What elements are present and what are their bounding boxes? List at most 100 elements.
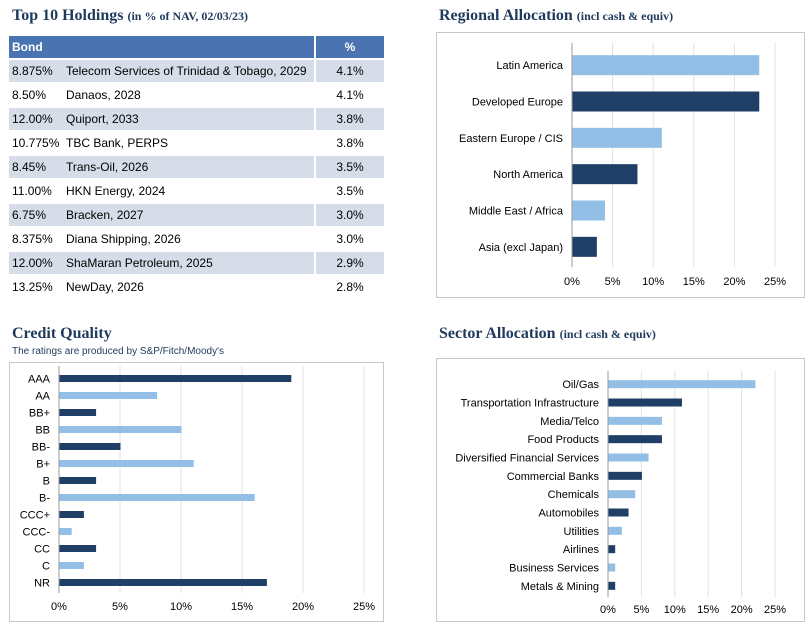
category-label: Utilities bbox=[564, 526, 600, 538]
bar bbox=[59, 409, 97, 416]
holding-coupon: 10.775% bbox=[9, 130, 63, 155]
holding-pct: 4.1% bbox=[315, 82, 384, 107]
bar bbox=[59, 392, 158, 399]
table-row: 11.00% HKN Energy, 2024 3.5% bbox=[9, 178, 384, 203]
x-tick-label: 5% bbox=[112, 601, 128, 613]
x-tick-label: 20% bbox=[723, 276, 745, 288]
holding-name: Diana Shipping, 2026 bbox=[63, 226, 316, 251]
category-label: Metals & Mining bbox=[521, 581, 599, 593]
x-tick-label: 5% bbox=[633, 604, 649, 616]
x-tick-label: 25% bbox=[764, 276, 786, 288]
category-label: Chemicals bbox=[548, 489, 600, 501]
bar bbox=[608, 545, 616, 554]
category-label: BB bbox=[35, 425, 50, 437]
bar bbox=[59, 579, 267, 586]
x-tick-label: 20% bbox=[731, 604, 753, 616]
bar bbox=[572, 236, 597, 257]
bar bbox=[572, 200, 605, 221]
holding-name: HKN Energy, 2024 bbox=[63, 178, 316, 203]
bar bbox=[608, 416, 662, 425]
sector-title-text: Sector Allocation bbox=[439, 325, 556, 342]
bar bbox=[59, 494, 255, 501]
table-row: 8.50% Danaos, 2028 4.1% bbox=[9, 82, 384, 107]
category-label: Commercial Banks bbox=[507, 471, 600, 483]
holding-name: NewDay, 2026 bbox=[63, 274, 316, 298]
holding-coupon: 6.75% bbox=[9, 202, 63, 227]
holdings-subtitle: (in % of NAV, 02/03/23) bbox=[127, 9, 249, 23]
holdings-col-pct: % bbox=[315, 36, 384, 59]
category-label: Latin America bbox=[496, 60, 564, 72]
x-tick-label: 15% bbox=[231, 601, 253, 613]
bar bbox=[572, 164, 638, 185]
holding-coupon: 8.45% bbox=[9, 154, 63, 179]
holding-coupon: 13.25% bbox=[9, 274, 63, 298]
category-label: Transportation Infrastructure bbox=[461, 398, 599, 410]
bar bbox=[608, 435, 662, 444]
regional-title: Regional Allocation (incl cash & equiv) bbox=[439, 7, 673, 25]
holdings-title-text: Top 10 Holdings bbox=[12, 7, 124, 24]
bar bbox=[59, 460, 194, 467]
holding-pct: 3.0% bbox=[315, 226, 384, 251]
holding-pct: 2.9% bbox=[315, 250, 384, 275]
holdings-title: Top 10 Holdings (in % of NAV, 02/03/23) bbox=[12, 7, 248, 25]
x-tick-label: 20% bbox=[292, 601, 314, 613]
x-tick-label: 5% bbox=[605, 276, 621, 288]
table-row: 8.375% Diana Shipping, 2026 3.0% bbox=[9, 226, 384, 251]
holdings-body: 8.875% Telecom Services of Trinidad & Tob… bbox=[9, 58, 384, 298]
regional-chart-panel: 0% 5% 10% 15% 20% 25% Latin America Developed E… bbox=[436, 32, 805, 298]
holdings-col-bond: Bond bbox=[9, 36, 316, 59]
x-tick-label: 10% bbox=[170, 601, 192, 613]
category-label: CCC+ bbox=[20, 510, 50, 522]
category-label: Food Products bbox=[527, 434, 599, 446]
category-label: AA bbox=[35, 391, 50, 403]
category-label: Asia (excl Japan) bbox=[479, 242, 563, 254]
category-label: Airlines bbox=[563, 544, 600, 556]
holding-name: Bracken, 2027 bbox=[63, 202, 316, 227]
holding-coupon: 12.00% bbox=[9, 106, 63, 131]
holding-coupon: 11.00% bbox=[9, 178, 63, 203]
table-row: 8.45% Trans-Oil, 2026 3.5% bbox=[9, 154, 384, 179]
bar bbox=[608, 490, 636, 499]
category-label: CCC- bbox=[23, 527, 51, 539]
bar bbox=[608, 563, 616, 572]
credit-note: The ratings are produced by S&P/Fitch/Mo… bbox=[12, 346, 225, 357]
table-row: 12.00% ShaMaran Petroleum, 2025 2.9% bbox=[9, 250, 384, 275]
category-label: CC bbox=[34, 544, 50, 556]
bar bbox=[59, 528, 72, 535]
bar bbox=[608, 471, 642, 480]
category-label: B bbox=[43, 476, 50, 488]
holding-pct: 3.5% bbox=[315, 178, 384, 203]
bar bbox=[59, 426, 182, 433]
sector-subtitle: (incl cash & equiv) bbox=[559, 327, 656, 341]
category-label: Eastern Europe / CIS bbox=[459, 133, 563, 145]
bar bbox=[59, 443, 121, 450]
bar bbox=[608, 398, 682, 407]
category-label: AAA bbox=[28, 374, 51, 386]
category-label: Automobiles bbox=[538, 508, 599, 520]
credit-chart: 0% 5% 10% 15% 20% 25%AAAAABB+BBBB-B+BB-CCC+CC… bbox=[20, 366, 375, 613]
holding-coupon: 8.875% bbox=[9, 58, 63, 83]
bar bbox=[608, 380, 756, 389]
credit-title: Credit Quality bbox=[12, 325, 112, 342]
category-label: Business Services bbox=[509, 563, 599, 575]
holding-coupon: 8.375% bbox=[9, 226, 63, 251]
holding-pct: 4.1% bbox=[315, 58, 384, 83]
table-row: 10.775% TBC Bank, PERPS 3.8% bbox=[9, 130, 384, 155]
category-label: B- bbox=[39, 493, 50, 505]
table-row: 6.75% Bracken, 2027 3.0% bbox=[9, 202, 384, 227]
holding-pct: 2.8% bbox=[315, 274, 384, 298]
holding-name: Quiport, 2033 bbox=[63, 106, 316, 131]
holding-pct: 3.5% bbox=[315, 154, 384, 179]
bar bbox=[608, 508, 629, 517]
credit-chart-panel: 0% 5% 10% 15% 20% 25% AAA AA BB+ BB BB- B+ B B- CCC+ CC… bbox=[9, 362, 384, 622]
category-label: Diversified Financial Services bbox=[455, 453, 599, 465]
regional-chart: 0% 5% 10% 15% 20% 25% Latin America Developed E… bbox=[459, 43, 786, 288]
category-label: Developed Europe bbox=[472, 97, 563, 109]
regional-title-text: Regional Allocation bbox=[439, 7, 573, 24]
bar bbox=[59, 562, 84, 569]
bar bbox=[608, 581, 616, 590]
category-label: Media/Telco bbox=[540, 416, 599, 428]
holding-coupon: 12.00% bbox=[9, 250, 63, 275]
sector-chart-panel: 0% 5% 10% 15% 20% 25% Oil/Gas Transportation In… bbox=[436, 358, 805, 622]
holding-coupon: 8.50% bbox=[9, 82, 63, 107]
